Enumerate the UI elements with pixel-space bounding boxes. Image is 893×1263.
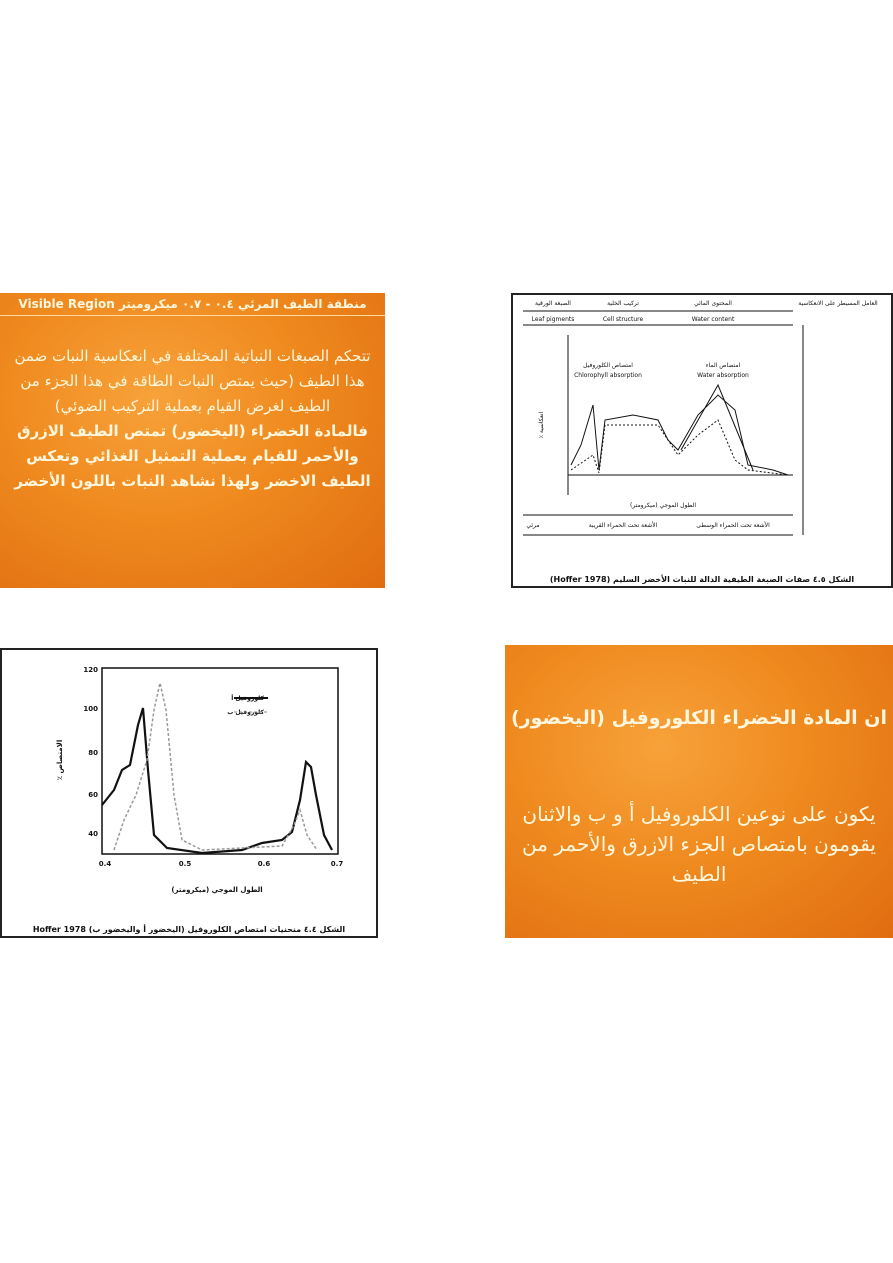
label: امتصاص الماء — [706, 362, 741, 369]
slide-title: منطقة الطيف المرئي ٠.٤ - ٠.٧ ميكروميتر V… — [0, 293, 385, 316]
label: Leaf pigments — [532, 316, 575, 323]
y-tick-label: 40 — [88, 830, 98, 838]
curve — [113, 682, 318, 851]
figure-slide: الصبغة الورقية تركيب الخلية المحتوى الما… — [511, 293, 893, 588]
slide: منطقة الطيف المرئي ٠.٤ - ٠.٧ ميكروميتر V… — [0, 293, 385, 588]
label: الأشعة تحت الحمراء القريبة — [589, 521, 658, 529]
label: Chlorophyll absorption — [574, 372, 642, 379]
x-tick-label: 0.5 — [179, 860, 192, 868]
y-label: ٪ انعكاسية — [538, 411, 545, 438]
figure-slide: 120 100 80 60 40 0.4 0.5 0.6 0.7 الطول ا… — [0, 648, 378, 938]
y-tick-label: 80 — [88, 749, 98, 757]
label: الصبغة الورقية — [535, 300, 571, 307]
slide: ان المادة الخضراء الكلوروفيل (اليخضور) ي… — [505, 645, 893, 938]
figure: الصبغة الورقية تركيب الخلية المحتوى الما… — [523, 300, 878, 536]
label: العامل المسيطر على الانعكاسية — [798, 300, 878, 307]
label: Cell structure — [603, 316, 644, 323]
y-tick-label: 100 — [83, 705, 98, 713]
label: تركيب الخلية — [607, 300, 639, 307]
label: الأشعة تحت الحمراء الوسطى — [696, 521, 770, 529]
slide-text: يكون على نوعين الكلوروفيل أ و ب والاثنان… — [522, 802, 876, 886]
x-tick-label: 0.6 — [258, 860, 271, 868]
x-tick-label: 0.4 — [99, 860, 112, 868]
label: Water absorption — [697, 372, 749, 379]
figure: 120 100 80 60 40 0.4 0.5 0.6 0.7 الطول ا… — [56, 666, 344, 894]
label: مرئي — [526, 522, 539, 529]
caption: الشكل ٤.٥ صفات الصبغة الطيفية الدالة للن… — [549, 575, 855, 584]
x-label: الطول الموجي (ميكرومتر) — [171, 886, 262, 894]
label: Water content — [692, 316, 735, 323]
label: امتصاص الكلوروفيل — [583, 362, 633, 369]
x-tick-label: 0.7 — [331, 860, 344, 868]
y-label: ٪ الامتصاص — [56, 740, 64, 780]
figure-drawing — [523, 310, 804, 536]
x-label: الطول الموجي (ميكرومتر) — [630, 502, 696, 509]
slide-text: تتحكم الصبغات النباتية المختلفة في انعكا… — [14, 347, 371, 415]
label: المحتوى المائي — [694, 300, 732, 307]
plot-frame — [101, 667, 339, 855]
curve — [101, 707, 333, 855]
y-tick-label: 120 — [83, 666, 98, 674]
slide-text: فالمادة الخضراء (اليخضور) تمتص الطيف الا… — [14, 422, 371, 490]
y-tick-label: 60 — [88, 791, 98, 799]
slide-title: ان المادة الخضراء الكلوروفيل (اليخضور) — [510, 707, 888, 729]
caption: الشكل ٤.٤ منحنيات امتصاص الكلوروفيل (الي… — [32, 925, 346, 934]
